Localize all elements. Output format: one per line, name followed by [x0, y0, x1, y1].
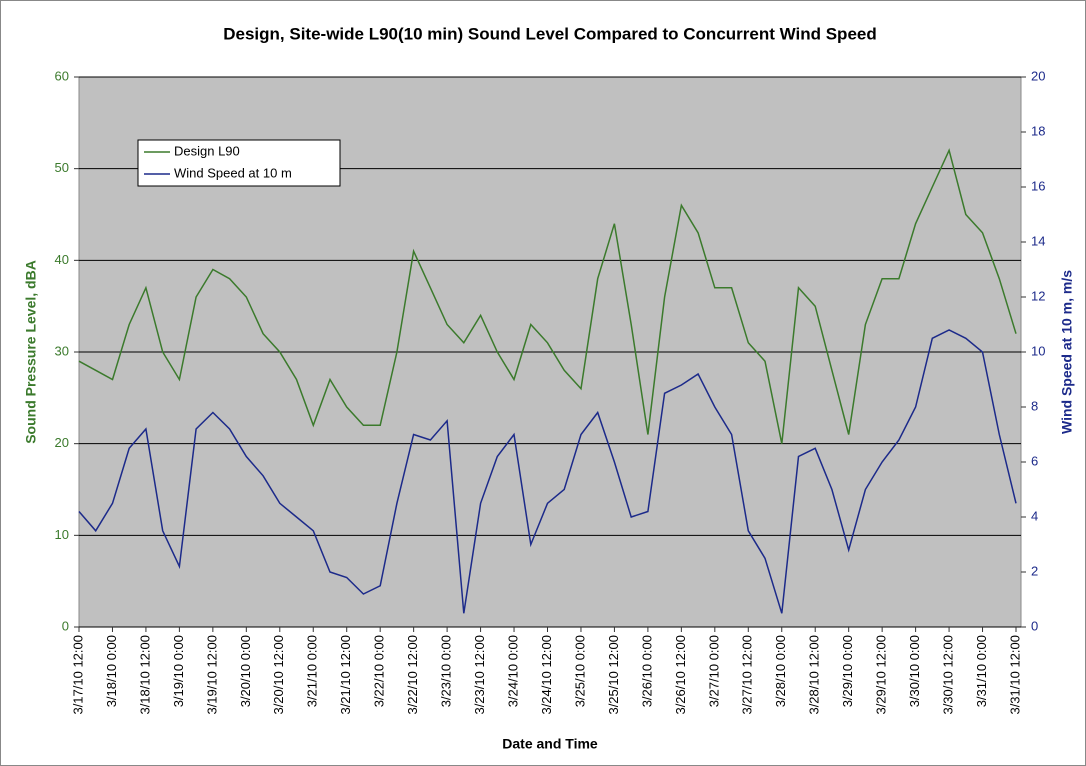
x-tick-label: 3/30/10 0:00: [907, 635, 922, 707]
x-tick-label: 3/21/10 12:00: [338, 635, 353, 715]
y2-tick-label: 12: [1031, 288, 1045, 303]
y-tick-label: 60: [55, 68, 69, 83]
x-axis-title: Date and Time: [502, 736, 598, 752]
y2-tick-label: 20: [1031, 68, 1045, 83]
x-tick-label: 3/26/10 0:00: [639, 635, 654, 707]
y2-tick-label: 0: [1031, 618, 1038, 633]
x-tick-label: 3/25/10 0:00: [572, 635, 587, 707]
x-tick-label: 3/31/10 0:00: [974, 635, 989, 707]
x-tick-label: 3/18/10 12:00: [137, 635, 152, 715]
data-line: [78, 329, 1017, 614]
y-tick-label: 0: [62, 618, 69, 633]
x-tick-label: 3/25/10 12:00: [606, 635, 621, 715]
y2-tick-label: 6: [1031, 453, 1038, 468]
x-tick-label: 3/22/10 0:00: [372, 635, 387, 707]
x-tick-label: 3/23/10 12:00: [472, 635, 487, 715]
y2-tick-label: 14: [1031, 233, 1045, 248]
x-tick-label: 3/17/10 12:00: [70, 635, 85, 715]
x-tick-label: 3/20/10 12:00: [271, 635, 286, 715]
y2-tick-label: 16: [1031, 178, 1045, 193]
x-tick-label: 3/27/10 12:00: [740, 635, 755, 715]
data-line: [78, 148, 1017, 444]
y-tick-label: 50: [55, 160, 69, 175]
y-tick-label: 40: [55, 252, 69, 267]
x-tick-label: 3/22/10 12:00: [405, 635, 420, 715]
x-tick-label: 3/29/10 12:00: [874, 635, 889, 715]
y-axis-title: Sound Pressure Level, dBA: [23, 260, 39, 444]
x-tick-label: 3/18/10 0:00: [104, 635, 119, 707]
x-tick-label: 3/29/10 0:00: [840, 635, 855, 707]
y2-tick-label: 4: [1031, 508, 1038, 523]
y2-tick-label: 2: [1031, 563, 1038, 578]
x-tick-label: 3/20/10 0:00: [238, 635, 253, 707]
x-tick-label: 3/28/10 0:00: [773, 635, 788, 707]
y-tick-label: 30: [55, 343, 69, 358]
legend-box: [137, 139, 341, 187]
legend-label: Wind Speed at 10 m: [174, 165, 292, 180]
y2-tick-label: 18: [1031, 123, 1045, 138]
x-tick-label: 3/24/10 0:00: [505, 635, 520, 707]
legend-label: Design L90: [174, 143, 240, 158]
y2-axis-title: Wind Speed at 10 m, m/s: [1059, 270, 1075, 434]
x-tick-label: 3/23/10 0:00: [439, 635, 454, 707]
y-tick-label: 10: [55, 527, 69, 542]
x-tick-label: 3/19/10 0:00: [171, 635, 186, 707]
x-tick-label: 3/31/10 12:00: [1007, 635, 1022, 715]
y-tick-label: 20: [55, 435, 69, 450]
x-tick-label: 3/27/10 0:00: [706, 635, 721, 707]
y2-tick-label: 10: [1031, 343, 1045, 358]
x-tick-label: 3/28/10 12:00: [807, 635, 822, 715]
x-tick-label: 3/19/10 12:00: [204, 635, 219, 715]
x-tick-label: 3/30/10 12:00: [941, 635, 956, 715]
x-tick-label: 3/26/10 12:00: [673, 635, 688, 715]
chart-title: Design, Site-wide L90(10 min) Sound Leve…: [223, 24, 877, 43]
y2-tick-label: 8: [1031, 398, 1038, 413]
x-tick-label: 3/21/10 0:00: [305, 635, 320, 707]
x-tick-label: 3/24/10 12:00: [539, 635, 554, 715]
